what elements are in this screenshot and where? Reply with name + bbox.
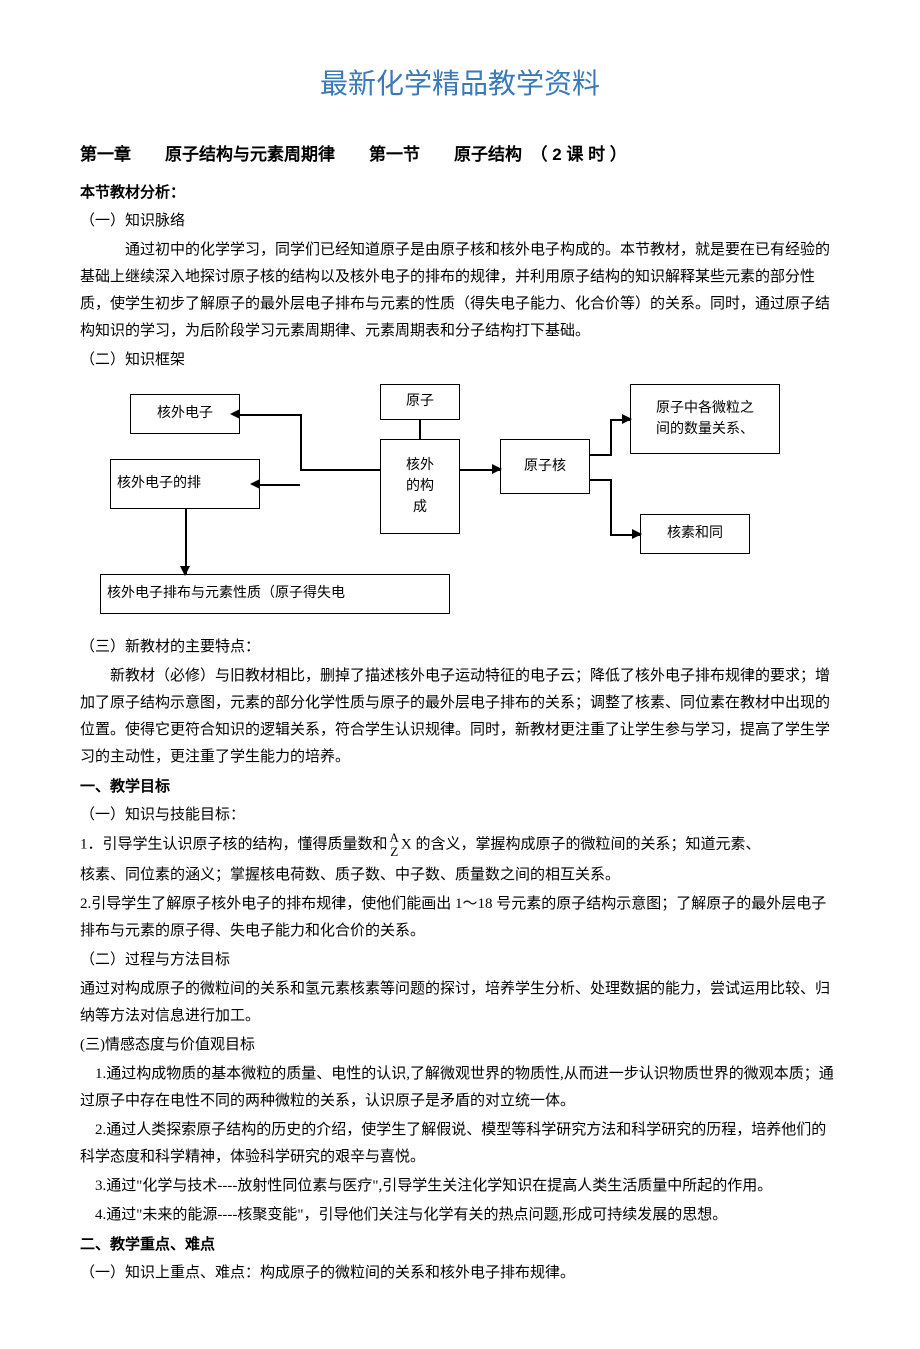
arrow-head-icon	[180, 566, 190, 576]
g1a-post: X 的含义，掌握构成原子的微粒间的关系；知道元素、	[401, 837, 761, 853]
box-relation: 原子中各微粒之 间的数量关系、	[630, 384, 780, 454]
sub-g3: (三)情感态度与价值观目标	[80, 1032, 840, 1059]
conn-line	[419, 420, 421, 439]
heading-analyze: 本节教材分析：	[80, 179, 840, 206]
sub-a3: （三）新教材的主要特点：	[80, 634, 840, 661]
g1a-pre: 1．引导学生认识原子核的结构，懂得质量数和	[80, 837, 388, 853]
arrow-head-icon	[250, 479, 260, 489]
conn-line	[240, 414, 302, 416]
para-g3-1: 1.通过构成物质的基本微粒的质量、电性的认识,了解微观世界的物质性,从而进一步认…	[80, 1061, 840, 1115]
sub-a1: （一）知识脉络	[80, 208, 840, 235]
conn-line	[590, 479, 610, 481]
conn-line	[610, 419, 612, 456]
para-g2b: 通过对构成原子的微粒间的关系和氢元素核素等问题的探讨，培养学生分析、处理数据的能…	[80, 976, 840, 1030]
box-arrangement: 核外电子的排	[110, 459, 260, 509]
para-a3: 新教材（必修）与旧教材相比，删掉了描述核外电子运动特征的电子云；降低了核外电子排…	[80, 663, 840, 771]
chapter-title: 第一章 原子结构与元素周期律 第一节 原子结构 （ 2 课 时 ）	[80, 140, 840, 171]
nuclide-symbol: AZ	[390, 831, 399, 860]
conn-line	[610, 479, 612, 534]
box-bottom: 核外电子排布与元素性质（原子得失电	[100, 574, 450, 614]
para-g1b: 核素、同位素的涵义；掌握核电荷数、质子数、中子数、质量数之间的相互关系。	[80, 862, 840, 889]
heading-goal: 一、教学目标	[80, 773, 840, 800]
box-nucleus-l1: 原子核	[524, 456, 566, 477]
conn-line	[300, 469, 380, 471]
box-nuclide: 核素和同	[640, 514, 750, 554]
arrow-head-icon	[230, 409, 240, 419]
sub-g2: （二）过程与方法目标	[80, 947, 840, 974]
arrow-head-icon	[492, 464, 502, 474]
box-outer-electron: 核外电子	[130, 394, 240, 434]
atomic-sub: Z	[390, 845, 399, 859]
sub-g1: （一）知识与技能目标：	[80, 802, 840, 829]
para-a1: 通过初中的化学学习，同学们已经知道原子是由原子核和核外电子构成的。本节教材，就是…	[80, 237, 840, 345]
conn-line	[260, 484, 300, 486]
box-arrangement-l1: 核外电子的排	[117, 473, 201, 494]
box-center: 核外 的构 成	[380, 439, 460, 534]
sub-a2: （二）知识框架	[80, 347, 840, 374]
conn-line	[300, 414, 302, 471]
para-g2: 2.引导学生了解原子核外电子的排布规律，使他们能画出 1～18 号元素的原子结构…	[80, 891, 840, 945]
mass-sup: A	[390, 831, 399, 845]
conn-line	[185, 509, 187, 574]
arrow-head-icon	[622, 414, 632, 424]
para-g3-4: 4.通过"未来的能源----核聚变能"，引导他们关注与化学有关的热点问题,形成可…	[80, 1202, 840, 1229]
para-focus: （一）知识上重点、难点：构成原子的微粒间的关系和核外电子排布规律。	[80, 1260, 840, 1287]
para-g3-2: 2.通过人类探索原子结构的历史的介绍，使学生了解假说、模型等科学研究方法和科学研…	[80, 1117, 840, 1171]
para-g1a: 1．引导学生认识原子核的结构，懂得质量数和AZX 的含义，掌握构成原子的微粒间的…	[80, 831, 840, 860]
page-main-title: 最新化学精品教学资料	[80, 60, 840, 110]
conn-line	[590, 454, 610, 456]
box-nucleus: 原子核	[500, 439, 590, 494]
box-atom: 原子	[380, 384, 460, 420]
knowledge-diagram: 核外电子 核外电子的排 原子 核外 的构 成 原子核 原子中各微粒之 间的数量关…	[100, 384, 780, 624]
arrow-head-icon	[632, 529, 642, 539]
para-g3-3: 3.通过"化学与技术----放射性同位素与医疗",引导学生关注化学知识在提高人类…	[80, 1173, 840, 1200]
heading-focus: 二、教学重点、难点	[80, 1231, 840, 1258]
